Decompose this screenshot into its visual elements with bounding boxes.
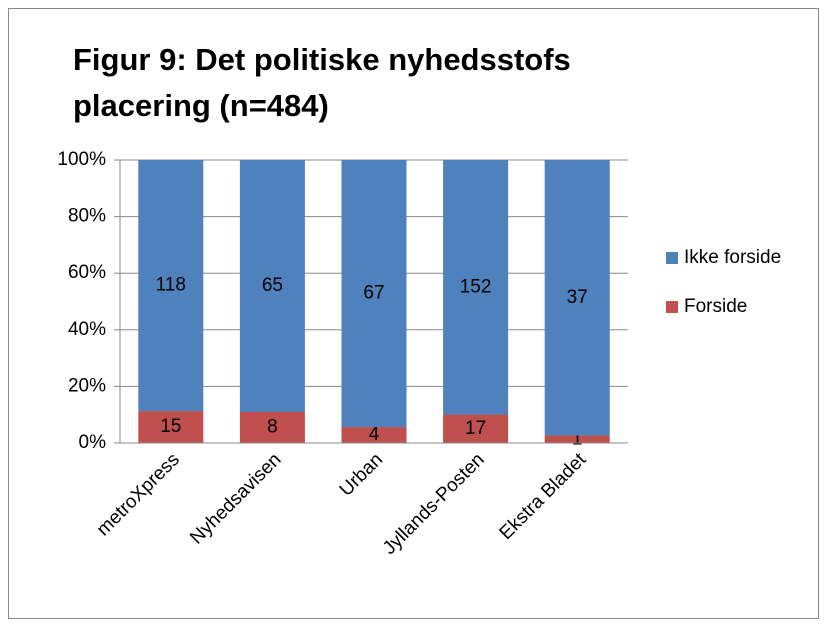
data-label: 4 — [369, 424, 380, 445]
bar-segment — [544, 160, 610, 436]
data-label: 37 — [567, 287, 588, 308]
bar-segment — [239, 411, 305, 443]
bar-segment — [341, 160, 407, 428]
y-tick-label: 60% — [68, 262, 106, 283]
data-label: 8 — [267, 417, 278, 438]
legend-label: Forside — [684, 296, 747, 317]
legend-swatch — [666, 301, 678, 313]
y-tick-label: 80% — [68, 206, 106, 227]
data-label: 152 — [460, 276, 492, 297]
data-label: 15 — [160, 416, 181, 437]
data-label: 65 — [262, 275, 283, 296]
data-label: 118 — [156, 275, 186, 296]
bar-segment — [443, 160, 509, 415]
bar-segment — [138, 411, 204, 443]
bar-segment — [138, 160, 204, 412]
data-label: 17 — [465, 418, 486, 439]
y-tick-label: 0% — [79, 432, 107, 453]
legend-swatch — [666, 252, 678, 264]
legend-label: Ikke forside — [684, 247, 781, 268]
bar-segment — [443, 414, 509, 443]
data-label: 1 — [572, 428, 583, 449]
chart-title: placering (n=484) — [73, 88, 329, 123]
chart-title: Figur 9: Det politiske nyhedsstofs — [73, 42, 571, 77]
y-tick-label: 100% — [57, 149, 106, 170]
bar-segment — [239, 160, 305, 412]
y-tick-label: 20% — [68, 375, 106, 396]
y-tick-label: 40% — [68, 319, 106, 340]
bar-segment — [544, 435, 610, 443]
data-label: 67 — [363, 283, 384, 304]
bar-segment — [341, 427, 407, 443]
